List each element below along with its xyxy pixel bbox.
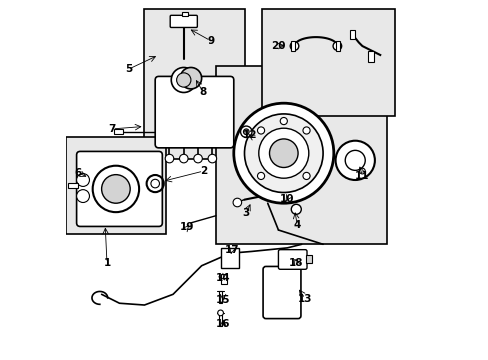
Text: 8: 8: [200, 87, 206, 98]
Circle shape: [233, 103, 333, 203]
Bar: [305, 255, 312, 263]
Circle shape: [207, 154, 216, 163]
Circle shape: [171, 67, 196, 93]
Circle shape: [290, 42, 298, 50]
Circle shape: [332, 42, 341, 50]
Bar: [114, 129, 123, 134]
Circle shape: [165, 154, 173, 163]
Circle shape: [77, 190, 89, 203]
Circle shape: [180, 67, 201, 89]
Bar: [290, 41, 294, 51]
FancyBboxPatch shape: [263, 266, 300, 319]
Circle shape: [303, 172, 309, 180]
Text: 3: 3: [242, 208, 249, 218]
Circle shape: [280, 117, 287, 125]
Text: 18: 18: [288, 258, 303, 268]
Text: 6: 6: [75, 168, 82, 178]
Circle shape: [176, 73, 190, 87]
Text: 1: 1: [103, 258, 110, 268]
Circle shape: [217, 310, 223, 316]
Bar: [216, 66, 386, 244]
Circle shape: [257, 172, 264, 180]
Bar: [218, 313, 222, 327]
Text: 19: 19: [180, 222, 194, 232]
Text: 13: 13: [297, 294, 312, 303]
Bar: [182, 12, 188, 17]
Text: 12: 12: [242, 130, 257, 140]
Circle shape: [335, 141, 374, 180]
Bar: [218, 291, 222, 303]
Text: 16: 16: [215, 319, 230, 329]
Circle shape: [77, 174, 89, 186]
FancyBboxPatch shape: [77, 152, 162, 226]
Circle shape: [193, 154, 202, 163]
Circle shape: [240, 126, 251, 138]
Bar: [335, 41, 340, 51]
Bar: [221, 274, 227, 284]
Bar: [66, 137, 165, 234]
Circle shape: [303, 127, 309, 134]
FancyBboxPatch shape: [155, 76, 233, 148]
Text: 15: 15: [215, 295, 230, 305]
Text: 5: 5: [124, 64, 132, 74]
Circle shape: [257, 127, 264, 134]
FancyBboxPatch shape: [170, 15, 197, 27]
Text: 10: 10: [280, 194, 294, 203]
Text: 20: 20: [271, 41, 285, 51]
Circle shape: [269, 139, 298, 167]
Bar: [349, 30, 354, 39]
Bar: [367, 51, 373, 62]
Circle shape: [179, 154, 188, 163]
Bar: [67, 183, 78, 188]
Text: 14: 14: [215, 273, 230, 283]
Circle shape: [244, 114, 323, 193]
Text: 9: 9: [206, 36, 214, 46]
Bar: [144, 9, 244, 158]
Circle shape: [93, 166, 139, 212]
Text: 17: 17: [224, 245, 239, 255]
Circle shape: [102, 175, 130, 203]
FancyBboxPatch shape: [278, 249, 306, 269]
Text: 7: 7: [108, 124, 116, 134]
Circle shape: [233, 198, 241, 207]
Text: 2: 2: [200, 166, 206, 176]
Circle shape: [291, 204, 301, 214]
Bar: [221, 248, 239, 267]
Bar: [262, 9, 394, 116]
Circle shape: [258, 128, 308, 178]
Text: 4: 4: [293, 220, 301, 230]
Text: 11: 11: [354, 171, 369, 181]
Circle shape: [243, 129, 248, 135]
